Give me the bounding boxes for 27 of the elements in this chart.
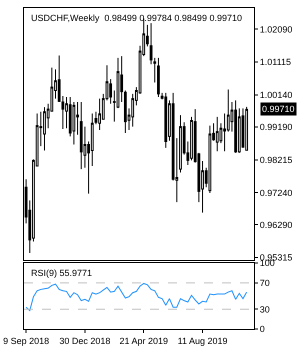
candlestick	[80, 102, 83, 170]
y-tick-label: 0.99190	[260, 122, 292, 132]
candlestick	[216, 116, 219, 152]
y-tick-label: 1.01115	[260, 57, 292, 68]
y-tick-label: 0.98215	[260, 154, 292, 165]
y-tick-label: 0.96290	[260, 220, 292, 230]
candlestick	[208, 125, 212, 194]
line-series	[26, 282, 248, 312]
x-tick-label: 11 Aug 2019	[178, 336, 228, 346]
y-tick-label: 1.02090	[260, 24, 292, 34]
y-tick-label: 30	[260, 304, 270, 314]
text: USDCHF,Weekly 0.98499 0.99784 0.98499 0.99710	[31, 13, 242, 23]
candlestick	[234, 100, 238, 154]
x-tick-label: 21 Apr 2019	[119, 336, 168, 346]
candlestick	[150, 22, 152, 65]
x-tick-label: 30 Dec 2018	[59, 336, 110, 346]
candlestick	[164, 92, 168, 148]
candlestick	[43, 106, 46, 152]
y-tick-label: 0.97240	[260, 188, 292, 198]
text: RSI(9) 55.9771	[31, 268, 92, 278]
y-tick-label: 0	[260, 324, 265, 334]
y-tick-label: 1.00140	[260, 90, 292, 100]
y-tick-label: 70	[260, 278, 270, 288]
annotation: 0.99710	[262, 104, 295, 114]
x-tick-label: 9 Sep 2018	[3, 336, 50, 346]
candlestick	[157, 57, 160, 98]
candlestick	[98, 98, 102, 130]
